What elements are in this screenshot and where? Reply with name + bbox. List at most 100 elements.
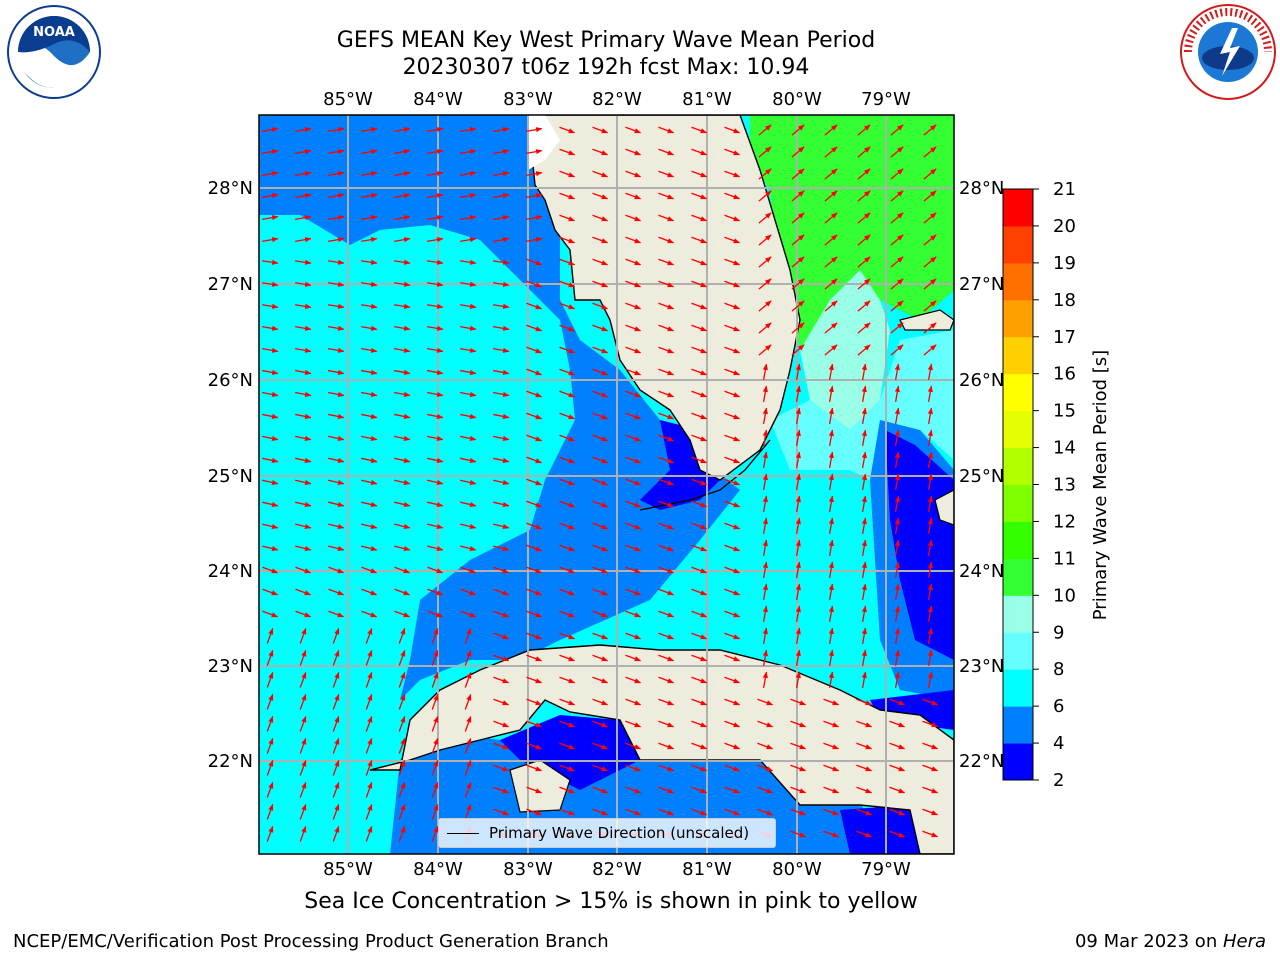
lon-tick-top: 83°W	[503, 89, 553, 110]
wave-arrow	[823, 720, 840, 728]
wave-arrow	[625, 412, 642, 420]
wave-arrow	[724, 720, 741, 728]
noaa-logo: NOAA	[7, 5, 101, 99]
wave-arrow	[526, 654, 543, 662]
wave-arrow	[559, 478, 576, 486]
wave-arrow	[791, 322, 805, 334]
wave-arrow	[861, 495, 867, 512]
wave-arrow	[328, 237, 345, 243]
wave-arrow	[266, 715, 274, 732]
colorbar-swatch	[1003, 558, 1033, 596]
wave-arrow	[460, 413, 477, 419]
wave-arrow	[365, 803, 373, 820]
wave-arrow	[894, 451, 900, 468]
wave-arrow	[658, 280, 675, 288]
wave-arrow	[332, 737, 340, 754]
wave-arrow	[691, 236, 708, 244]
wave-arrow	[795, 561, 801, 578]
wave-arrow	[758, 344, 772, 356]
wave-arrow	[559, 676, 576, 684]
wave-arrow	[691, 280, 708, 288]
wave-arrow	[658, 720, 675, 728]
wave-arrow	[592, 786, 609, 794]
wave-arrow	[658, 742, 675, 750]
colorbar-tick-label: 20	[1053, 216, 1076, 237]
wave-arrow	[791, 168, 805, 180]
wave-arrow	[266, 693, 274, 710]
wave-arrow	[559, 434, 576, 442]
wave-arrow	[492, 281, 510, 287]
wave-arrow	[658, 632, 675, 640]
wave-arrow	[625, 654, 642, 662]
wave-arrow	[922, 786, 939, 794]
wave-arrow	[691, 786, 708, 794]
wave-arrow	[861, 583, 867, 600]
lon-tick-top: 82°W	[592, 89, 642, 110]
wave-arrow	[365, 759, 373, 776]
wave-arrow	[724, 478, 741, 486]
wave-arrow	[294, 303, 312, 309]
colorbar-swatch	[1003, 410, 1033, 449]
wave-arrow	[724, 500, 741, 508]
wave-arrow	[559, 742, 576, 750]
wave-arrow	[691, 720, 708, 728]
wave-arrow	[894, 407, 900, 424]
wave-arrow	[460, 391, 477, 397]
wave-arrow	[625, 544, 642, 552]
wave-arrow	[927, 385, 933, 402]
wave-arrow	[791, 124, 805, 136]
wave-arrow	[460, 215, 477, 221]
wave-arrow	[824, 322, 838, 334]
wave-arrow	[394, 127, 411, 133]
wave-arrow	[262, 610, 279, 618]
wave-arrow	[526, 764, 543, 772]
wave-arrow	[262, 237, 279, 243]
florida-land	[527, 115, 801, 481]
legend: Primary Wave Direction (unscaled)	[438, 818, 776, 848]
wave-arrow	[295, 457, 312, 463]
lat-tick-right: 28°N	[959, 178, 1004, 199]
wave-arrow	[658, 368, 675, 376]
wave-arrow	[526, 368, 543, 376]
wave-arrow	[762, 627, 768, 644]
wave-arrow	[824, 300, 838, 312]
wave-arrow	[856, 742, 873, 750]
wave-arrow	[824, 256, 838, 268]
wave-arrow	[431, 803, 439, 820]
wave-arrow	[332, 759, 340, 776]
wave-arrow	[328, 588, 345, 596]
wave-arrow	[262, 391, 279, 397]
wave-arrow	[592, 654, 609, 662]
wave-arrow	[526, 346, 543, 354]
wave-arrow	[592, 346, 609, 354]
wave-arrow	[398, 825, 406, 842]
wave-arrow	[559, 698, 576, 706]
wave-arrow	[823, 830, 840, 838]
wave-arrow	[923, 234, 937, 246]
wave-arrow	[894, 429, 900, 446]
wave-arrow	[795, 385, 801, 402]
wave-arrow	[464, 671, 472, 688]
period-8-9-region	[770, 330, 954, 480]
wave-arrow	[691, 588, 708, 596]
wave-arrow	[757, 698, 774, 706]
colorbar-tick-label: 8	[1053, 659, 1064, 680]
wave-arrow	[526, 237, 543, 243]
wave-arrow	[394, 193, 411, 199]
wave-arrow	[691, 522, 708, 530]
wave-arrow	[762, 385, 768, 402]
wave-arrow	[328, 457, 345, 463]
wave-arrow	[460, 127, 477, 133]
colorbar-title: Primary Wave Mean Period [s]	[1090, 350, 1111, 620]
wave-arrow	[762, 671, 768, 688]
wave-arrow	[791, 146, 805, 158]
wave-arrow	[762, 407, 768, 424]
wave-arrow	[889, 764, 906, 772]
wave-arrow	[625, 764, 642, 772]
wave-arrow	[691, 412, 708, 420]
wave-arrow	[823, 764, 840, 772]
wave-arrow	[861, 451, 867, 468]
wave-arrow	[861, 649, 867, 666]
wave-arrow	[894, 605, 900, 622]
wave-arrow	[922, 808, 939, 816]
